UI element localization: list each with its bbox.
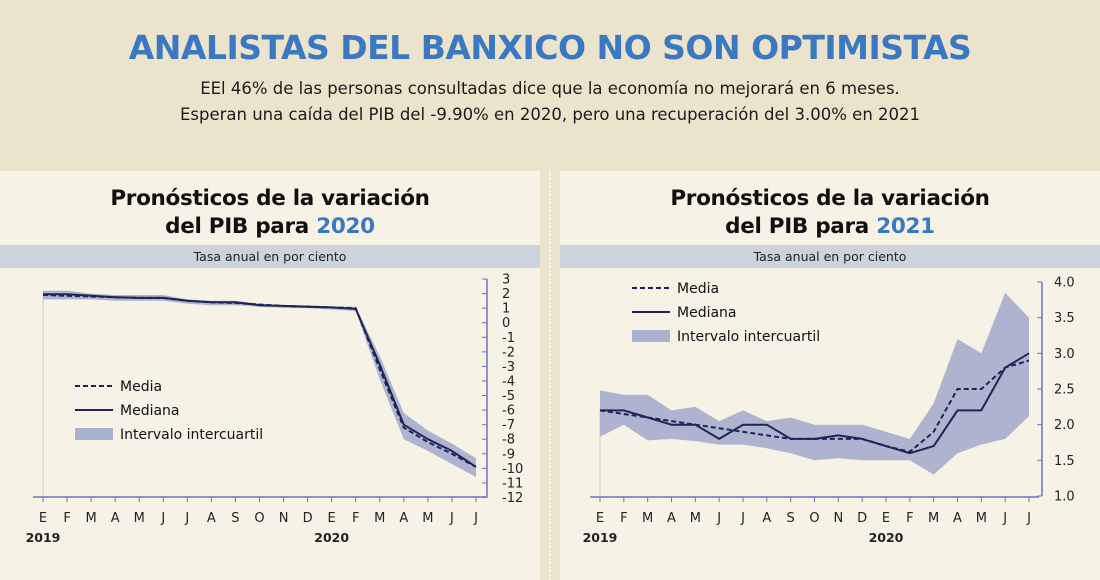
chart-title-year: 2020 bbox=[316, 214, 375, 239]
x-tick-label: J bbox=[740, 511, 745, 526]
x-tick-label: M bbox=[422, 511, 433, 526]
x-tick-label: M bbox=[86, 511, 97, 526]
page-title: ANALISTAS DEL BANXICO NO SON OPTIMISTAS bbox=[128, 28, 972, 67]
y-tick-label: 4.0 bbox=[1054, 276, 1075, 291]
x-tick-label: E bbox=[596, 511, 604, 526]
y-tick-label: 2.5 bbox=[1054, 383, 1075, 398]
x-tick-label: F bbox=[63, 511, 70, 526]
x-year-label: 2020 bbox=[869, 530, 904, 545]
x-tick-label: M bbox=[134, 511, 145, 526]
chart-subtitle-bar: Tasa anual en por ciento bbox=[560, 245, 1100, 268]
x-tick-label: O bbox=[254, 511, 264, 526]
legend-label: Mediana bbox=[677, 305, 737, 321]
x-year-label: 2019 bbox=[583, 530, 618, 545]
x-tick-label: E bbox=[328, 511, 336, 526]
y-tick-label: -9 bbox=[502, 447, 515, 462]
y-tick-label: 1 bbox=[502, 302, 510, 317]
y-tick-label: 1.0 bbox=[1054, 490, 1075, 505]
x-tick-label: J bbox=[473, 511, 478, 526]
x-tick-label: M bbox=[976, 511, 987, 526]
legend-label: Mediana bbox=[120, 403, 180, 419]
y-tick-label: -10 bbox=[502, 462, 523, 477]
y-tick-label: 2 bbox=[502, 287, 510, 302]
x-tick-label: M bbox=[928, 511, 939, 526]
x-tick-label: M bbox=[374, 511, 385, 526]
chart-title-year: 2021 bbox=[876, 214, 935, 239]
y-tick-label: 0 bbox=[502, 316, 510, 331]
x-tick-label: F bbox=[352, 511, 359, 526]
x-tick-label: A bbox=[111, 511, 120, 526]
y-tick-label: -7 bbox=[502, 418, 515, 433]
x-tick-label: M bbox=[642, 511, 653, 526]
x-tick-label: A bbox=[667, 511, 676, 526]
x-tick-label: J bbox=[160, 511, 165, 526]
y-tick-label: -11 bbox=[502, 476, 523, 491]
x-tick-label: M bbox=[690, 511, 701, 526]
chart-panel-2021: Pronósticos de la variación del PIB para … bbox=[560, 171, 1100, 580]
x-tick-label: S bbox=[787, 511, 795, 526]
y-tick-label: 3.0 bbox=[1054, 347, 1075, 362]
x-tick-label: O bbox=[809, 511, 819, 526]
y-tick-label: -4 bbox=[502, 374, 515, 389]
series-line-mediana bbox=[43, 293, 477, 468]
series-line-mediana bbox=[600, 352, 1030, 455]
y-tick-label: 3.5 bbox=[1054, 311, 1075, 326]
y-tick-label: 3 bbox=[502, 273, 510, 288]
x-tick-label: F bbox=[620, 511, 627, 526]
chart-title-text: Pronósticos de la variación del PIB para bbox=[670, 186, 990, 239]
chart-title-2021: Pronósticos de la variación del PIB para … bbox=[560, 185, 1100, 241]
x-tick-label: E bbox=[39, 511, 47, 526]
x-year-label: 2019 bbox=[26, 530, 61, 545]
x-tick-label: J bbox=[716, 511, 721, 526]
y-tick-label: -1 bbox=[502, 331, 515, 346]
y-tick-label: -8 bbox=[502, 433, 515, 448]
x-tick-label: S bbox=[231, 511, 239, 526]
legend-label: Intervalo intercuartil bbox=[120, 427, 263, 443]
interquartile-band bbox=[600, 292, 1029, 475]
x-tick-label: D bbox=[303, 511, 313, 526]
x-tick-label: E bbox=[882, 511, 890, 526]
chart-title-text: Pronósticos de la variación del PIB para bbox=[110, 186, 430, 239]
y-tick-label: -5 bbox=[502, 389, 515, 404]
y-tick-label: 2.0 bbox=[1054, 418, 1075, 433]
chart-title-2020: Pronósticos de la variación del PIB para … bbox=[0, 185, 540, 241]
x-tick-label: N bbox=[279, 511, 289, 526]
y-tick-label: -2 bbox=[502, 345, 515, 360]
legend-swatch-band bbox=[75, 428, 113, 440]
header: ANALISTAS DEL BANXICO NO SON OPTIMISTAS … bbox=[0, 0, 1100, 170]
y-tick-label: -12 bbox=[502, 491, 523, 506]
interquartile-band bbox=[43, 290, 476, 478]
x-tick-label: F bbox=[906, 511, 913, 526]
legend-label: Media bbox=[677, 281, 719, 297]
x-tick-label: A bbox=[399, 511, 408, 526]
chart-panel-2020: Pronósticos de la variación del PIB para … bbox=[0, 171, 540, 580]
legend-swatch-band bbox=[632, 330, 670, 342]
legend-label: Intervalo intercuartil bbox=[677, 329, 820, 345]
x-tick-label: A bbox=[207, 511, 216, 526]
x-tick-label: D bbox=[857, 511, 867, 526]
x-tick-label: J bbox=[1002, 511, 1007, 526]
chart-subtitle-bar: Tasa anual en por ciento bbox=[0, 245, 540, 268]
x-tick-label: J bbox=[1026, 511, 1031, 526]
x-tick-label: A bbox=[953, 511, 962, 526]
x-tick-label: N bbox=[833, 511, 843, 526]
x-tick-label: J bbox=[184, 511, 189, 526]
legend-label: Media bbox=[120, 379, 162, 395]
x-year-label: 2020 bbox=[314, 530, 349, 545]
subtitle-line-2: Esperan una caída del PIB del -9.90% en … bbox=[179, 105, 921, 124]
panel-divider bbox=[549, 171, 551, 580]
y-tick-label: 1.5 bbox=[1054, 454, 1075, 469]
y-tick-label: -3 bbox=[502, 360, 515, 375]
y-tick-label: -6 bbox=[502, 404, 515, 419]
x-tick-label: J bbox=[449, 511, 454, 526]
x-tick-label: A bbox=[762, 511, 771, 526]
subtitle-line-1: EEl 46% de las personas consultadas dice… bbox=[200, 79, 900, 98]
